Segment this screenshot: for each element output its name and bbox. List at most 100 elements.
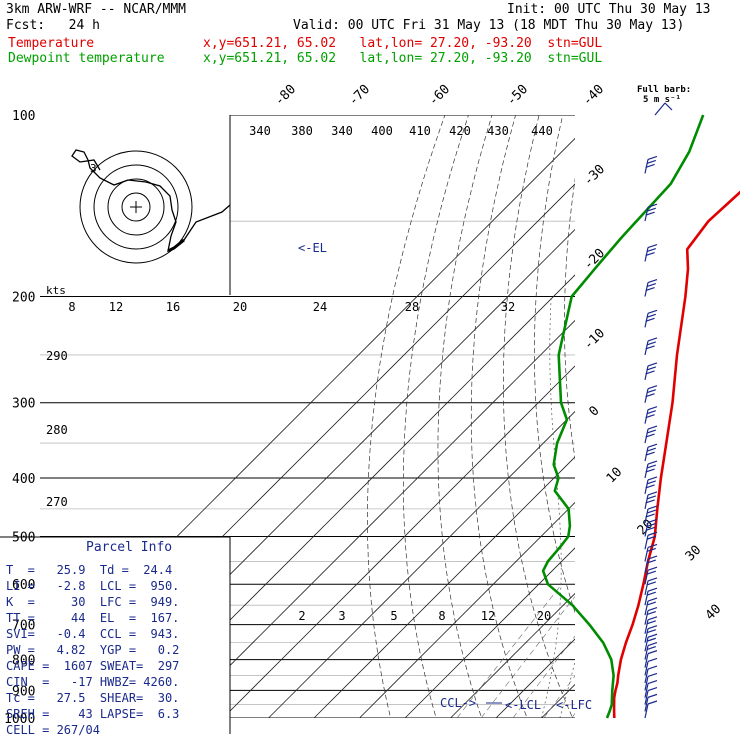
lfc-annotation: <-LFC xyxy=(556,698,592,712)
isotherm-label: 40 xyxy=(703,602,725,624)
wind-barb-flag xyxy=(647,460,658,465)
wind-barb-flag xyxy=(647,587,658,592)
wind-barb-flag xyxy=(645,370,655,375)
dry-adiabat xyxy=(649,115,740,731)
wind-barb xyxy=(644,591,649,606)
wind-barb-flag xyxy=(645,499,655,504)
wind-barb-flag xyxy=(647,616,658,621)
isotherm-line xyxy=(222,365,575,718)
wind-barb-flag xyxy=(646,366,656,371)
pressure-tick-label: 600 xyxy=(12,578,35,593)
wind-barb xyxy=(644,580,649,596)
wind-barb-flag xyxy=(646,313,656,318)
wind-barb-flag xyxy=(646,559,656,564)
wind-barb xyxy=(644,388,649,403)
theta-label: 440 xyxy=(531,124,553,138)
dewpoint-profile xyxy=(541,114,705,719)
pressure-tick-label: 400 xyxy=(12,472,35,487)
isotherm-line xyxy=(177,319,575,718)
pressure-tick-label: 900 xyxy=(12,684,35,699)
isotherm-label: -10 xyxy=(581,326,608,353)
wind-barb-flag xyxy=(646,447,656,452)
pressure-tick-label: 800 xyxy=(12,654,35,669)
mixing-ratio-label: 12 xyxy=(481,609,495,623)
wind-barb-flag xyxy=(647,672,658,677)
isotherm-label: -50 xyxy=(504,82,531,109)
isotherm-line xyxy=(541,683,575,718)
wind-barb-flag xyxy=(647,625,658,630)
wind-barb xyxy=(644,558,649,574)
hodograph-speed-tick: 16 xyxy=(166,300,180,314)
pressure-tick-label: 700 xyxy=(12,619,35,634)
dry-adiabat xyxy=(437,115,493,718)
barb-legend-unit: 5 m s⁻¹ xyxy=(643,95,681,105)
valid-time: Valid: 00 UTC Fri 31 May 13 (18 MDT Thu … xyxy=(293,18,685,33)
el-annotation: <-EL xyxy=(298,241,327,255)
isotherm-label: -40 xyxy=(580,82,607,109)
isotherm-line xyxy=(313,456,575,718)
wind-barb-flag xyxy=(645,393,655,398)
wind-barb-flag xyxy=(646,637,656,642)
wind-barb-flag xyxy=(647,425,658,430)
pressure-tick-label: 300 xyxy=(12,397,35,412)
wind-barb-flag xyxy=(646,591,656,596)
wind-barb-flag xyxy=(647,680,658,685)
pressure-tick-label: 1000 xyxy=(4,712,35,727)
wind-barb xyxy=(644,247,649,262)
mixing-ratio-label: 5 xyxy=(390,609,397,623)
wind-barb xyxy=(644,703,649,719)
wind-barb-flag xyxy=(647,686,658,692)
lcl-annotation: <-LCL xyxy=(505,698,541,712)
wind-barb-flag xyxy=(647,665,658,670)
mixing-ratio-line xyxy=(480,595,575,718)
dry-adiabat xyxy=(564,177,575,461)
wind-barb-flag xyxy=(646,464,656,469)
ccl-annotation: CCL-> xyxy=(440,696,476,710)
wind-barb-flag xyxy=(645,251,655,257)
wind-barb xyxy=(644,690,649,705)
wind-barb xyxy=(644,697,649,712)
parcel-row: PW = 4.82 YGP = 0.2 xyxy=(6,643,180,657)
isotherm-line xyxy=(404,547,575,718)
hodograph-speed-tick: 20 xyxy=(233,300,247,314)
wind-barb-flag xyxy=(646,207,656,212)
wind-barb-flag xyxy=(646,611,656,616)
parcel-row: SREH = 43 LAPSE= 6.3 xyxy=(6,707,180,721)
mixing-ratio-label: 2 xyxy=(298,609,305,623)
mixing-ratio-label: 3 xyxy=(338,609,345,623)
wind-barb-flag xyxy=(645,345,655,350)
moist-adiabat xyxy=(633,297,740,719)
hodograph-speed-tick: 24 xyxy=(313,300,327,314)
moist-adiabat xyxy=(541,296,562,718)
wind-barb xyxy=(644,668,649,684)
wind-barb-flag xyxy=(647,278,658,284)
theta-e-label: 290 xyxy=(46,349,68,363)
wind-barb-flag xyxy=(646,629,656,634)
wind-barb xyxy=(644,535,649,550)
mixing-ratio-label: 20 xyxy=(537,609,551,623)
wind-barb-flag xyxy=(647,385,658,390)
wind-barb-flag xyxy=(647,337,658,342)
wind-barb-flag xyxy=(647,476,658,481)
wind-barb-flag xyxy=(646,480,656,485)
model-title: 3km ARW-WRF -- NCAR/MMM xyxy=(6,2,187,17)
hodograph-speed-tick: 28 xyxy=(405,300,419,314)
pressure-tick-label: 500 xyxy=(12,530,35,545)
mixing-ratio-line xyxy=(543,675,575,718)
wind-barb-flag xyxy=(645,414,655,419)
theta-e-label: 270 xyxy=(46,495,68,509)
hodograph-ring xyxy=(93,164,179,250)
wind-barb xyxy=(644,683,649,698)
isotherm-label: -80 xyxy=(272,82,299,109)
wind-barb-flag xyxy=(646,522,656,528)
wind-barb-flag xyxy=(646,570,656,575)
init-time: Init: 00 UTC Thu 30 May 13 xyxy=(507,2,711,17)
wind-barb-flag xyxy=(645,526,655,532)
wind-barb-flag xyxy=(647,243,658,249)
wind-barb xyxy=(644,637,649,652)
parcel-info-background xyxy=(0,537,230,734)
isotherm-label: 30 xyxy=(683,543,705,565)
parcel-row: LI = -2.8 LCL = 950. xyxy=(6,579,180,593)
parcel-row: TT = 44 EL = 167. xyxy=(6,611,180,625)
